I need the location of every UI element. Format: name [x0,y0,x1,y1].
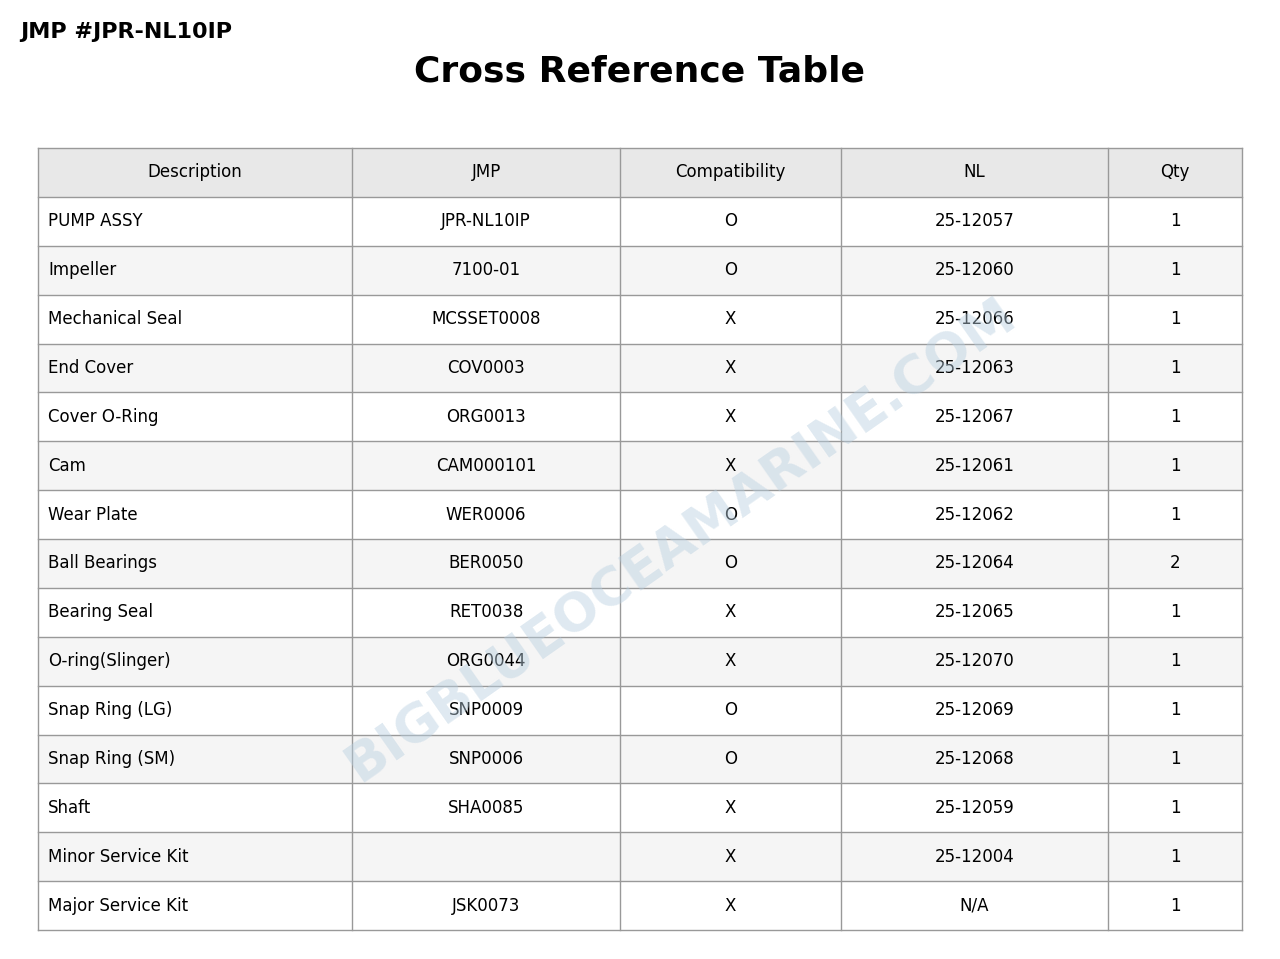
Text: 1: 1 [1170,212,1180,230]
Text: 1: 1 [1170,261,1180,279]
Bar [38,735,1242,784]
Bar [38,441,1242,490]
Text: NL: NL [964,163,986,181]
Text: 1: 1 [1170,505,1180,524]
Text: Cover O-Ring: Cover O-Ring [49,408,159,426]
Text: O: O [723,505,737,524]
Text: BER0050: BER0050 [448,554,524,573]
Text: SNP0009: SNP0009 [448,701,524,719]
Bar [38,392,1242,441]
Text: O: O [723,701,737,719]
Text: X: X [724,603,736,621]
Text: 1: 1 [1170,897,1180,915]
Text: X: X [724,897,736,915]
Text: RET0038: RET0038 [449,603,524,621]
Text: X: X [724,310,736,328]
Text: 25-12069: 25-12069 [934,701,1014,719]
Text: 25-12070: 25-12070 [934,652,1014,670]
Text: Cross Reference Table: Cross Reference Table [415,55,865,89]
Text: COV0003: COV0003 [447,359,525,377]
Text: 1: 1 [1170,603,1180,621]
Text: End Cover: End Cover [49,359,133,377]
Text: O: O [723,750,737,768]
Text: 25-12062: 25-12062 [934,505,1014,524]
Text: Snap Ring (LG): Snap Ring (LG) [49,701,173,719]
Text: X: X [724,848,736,866]
Text: 1: 1 [1170,652,1180,670]
Text: 1: 1 [1170,799,1180,817]
Text: Compatibility: Compatibility [675,163,786,181]
Bar [38,148,1242,197]
Bar [38,197,1242,246]
Text: N/A: N/A [960,897,989,915]
Text: Snap Ring (SM): Snap Ring (SM) [49,750,175,768]
Text: JSK0073: JSK0073 [452,897,521,915]
Text: SHA0085: SHA0085 [448,799,525,817]
Text: O: O [723,212,737,230]
Text: Mechanical Seal: Mechanical Seal [49,310,182,328]
Text: O: O [723,554,737,573]
Text: 7100-01: 7100-01 [452,261,521,279]
Text: WER0006: WER0006 [445,505,526,524]
Text: Impeller: Impeller [49,261,116,279]
Text: 25-12059: 25-12059 [934,799,1014,817]
Text: 1: 1 [1170,310,1180,328]
Text: 1: 1 [1170,701,1180,719]
Text: BIGBLUEOCEAMARINE.COM: BIGBLUEOCEAMARINE.COM [335,288,1024,792]
Text: 25-12004: 25-12004 [934,848,1014,866]
Text: Ball Bearings: Ball Bearings [49,554,157,573]
Text: Minor Service Kit: Minor Service Kit [49,848,188,866]
Text: 25-12064: 25-12064 [934,554,1014,573]
Bar [38,490,1242,539]
Text: Cam: Cam [49,456,86,475]
Bar [38,881,1242,930]
Text: 1: 1 [1170,359,1180,377]
Text: SNP0006: SNP0006 [448,750,524,768]
Text: 25-12066: 25-12066 [934,310,1014,328]
Text: X: X [724,408,736,426]
Bar [38,294,1242,343]
Bar [38,784,1242,832]
Text: ORG0013: ORG0013 [447,408,526,426]
Text: 1: 1 [1170,408,1180,426]
Text: 25-12067: 25-12067 [934,408,1014,426]
Bar [38,343,1242,392]
Text: X: X [724,799,736,817]
Text: Qty: Qty [1161,163,1190,181]
Text: 1: 1 [1170,750,1180,768]
Bar [38,686,1242,735]
Bar [38,246,1242,294]
Text: O: O [723,261,737,279]
Text: Description: Description [147,163,243,181]
Text: JMP: JMP [471,163,500,181]
Text: 25-12061: 25-12061 [934,456,1014,475]
Text: 2: 2 [1170,554,1180,573]
Bar [38,588,1242,637]
Text: Shaft: Shaft [49,799,91,817]
Text: X: X [724,652,736,670]
Text: CAM000101: CAM000101 [436,456,536,475]
Text: X: X [724,359,736,377]
Text: X: X [724,456,736,475]
Text: 25-12057: 25-12057 [934,212,1014,230]
Text: 25-12063: 25-12063 [934,359,1014,377]
Text: 25-12068: 25-12068 [934,750,1014,768]
Text: Wear Plate: Wear Plate [49,505,138,524]
Bar [38,637,1242,686]
Text: MCSSET0008: MCSSET0008 [431,310,541,328]
Text: O-ring(Slinger): O-ring(Slinger) [49,652,170,670]
Bar [38,539,1242,588]
Text: 25-12060: 25-12060 [934,261,1014,279]
Text: ORG0044: ORG0044 [447,652,526,670]
Text: JPR-NL10IP: JPR-NL10IP [442,212,531,230]
Text: Major Service Kit: Major Service Kit [49,897,188,915]
Bar [38,832,1242,881]
Text: 1: 1 [1170,848,1180,866]
Text: 25-12065: 25-12065 [934,603,1014,621]
Text: Bearing Seal: Bearing Seal [49,603,154,621]
Text: PUMP ASSY: PUMP ASSY [49,212,142,230]
Text: JMP #JPR-NL10IP: JMP #JPR-NL10IP [20,22,232,42]
Text: 1: 1 [1170,456,1180,475]
